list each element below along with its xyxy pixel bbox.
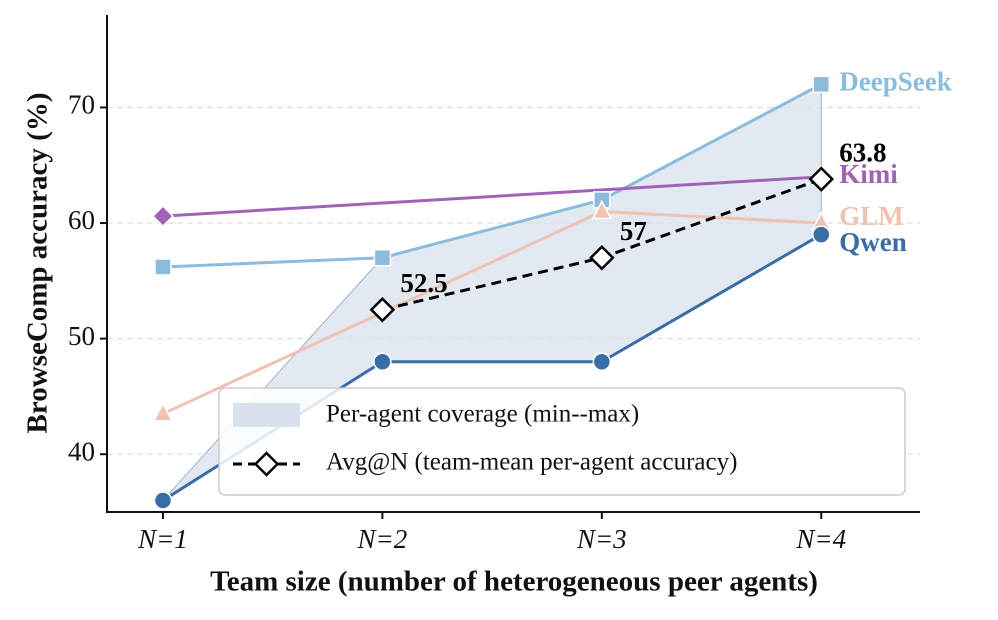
marker xyxy=(592,352,612,371)
series-label: GLM xyxy=(839,201,904,231)
y-tick-label: 70 xyxy=(68,90,95,120)
data-label: 63.8 xyxy=(839,137,886,167)
x-tick-label: N=2 xyxy=(357,524,408,554)
marker xyxy=(152,402,174,422)
average-marker xyxy=(589,244,615,271)
series-label: DeepSeek xyxy=(839,67,951,97)
legend-label: Avg@N (team-mean per-agent accuracy) xyxy=(326,449,737,476)
series-line xyxy=(162,83,822,269)
x-tick-label: N=1 xyxy=(137,524,188,554)
legend-swatch xyxy=(233,403,300,427)
average-marker xyxy=(808,166,835,192)
marker xyxy=(812,75,831,94)
marker xyxy=(373,352,392,371)
data-label: 52.5 xyxy=(400,268,447,298)
y-tick-label: 50 xyxy=(68,321,95,351)
marker xyxy=(591,199,613,220)
data-label: 57 xyxy=(620,216,647,246)
marker xyxy=(373,248,392,267)
marker xyxy=(151,205,175,228)
average-marker xyxy=(369,296,396,323)
x-tick-label: N=3 xyxy=(576,524,627,554)
series-line xyxy=(162,175,822,218)
y-tick-label: 60 xyxy=(68,205,95,235)
y-tick-label: 40 xyxy=(68,436,95,466)
legend-box xyxy=(218,387,906,496)
x-axis-title: Team size (number of heterogeneous peer … xyxy=(210,566,818,598)
marker xyxy=(153,491,173,510)
legend-label: Per-agent coverage (min--max) xyxy=(326,401,639,428)
marker xyxy=(154,258,172,276)
legend-marker xyxy=(253,451,280,477)
marker xyxy=(812,225,831,244)
series-label: Qwen xyxy=(839,227,907,257)
series-label: Kimi xyxy=(839,159,898,189)
legend: Per-agent coverage (min--max) Avg@N (tea… xyxy=(218,387,906,496)
y-axis-title: BrowseComp accuracy (%) xyxy=(22,93,54,434)
x-tick-label: N=4 xyxy=(795,524,846,554)
